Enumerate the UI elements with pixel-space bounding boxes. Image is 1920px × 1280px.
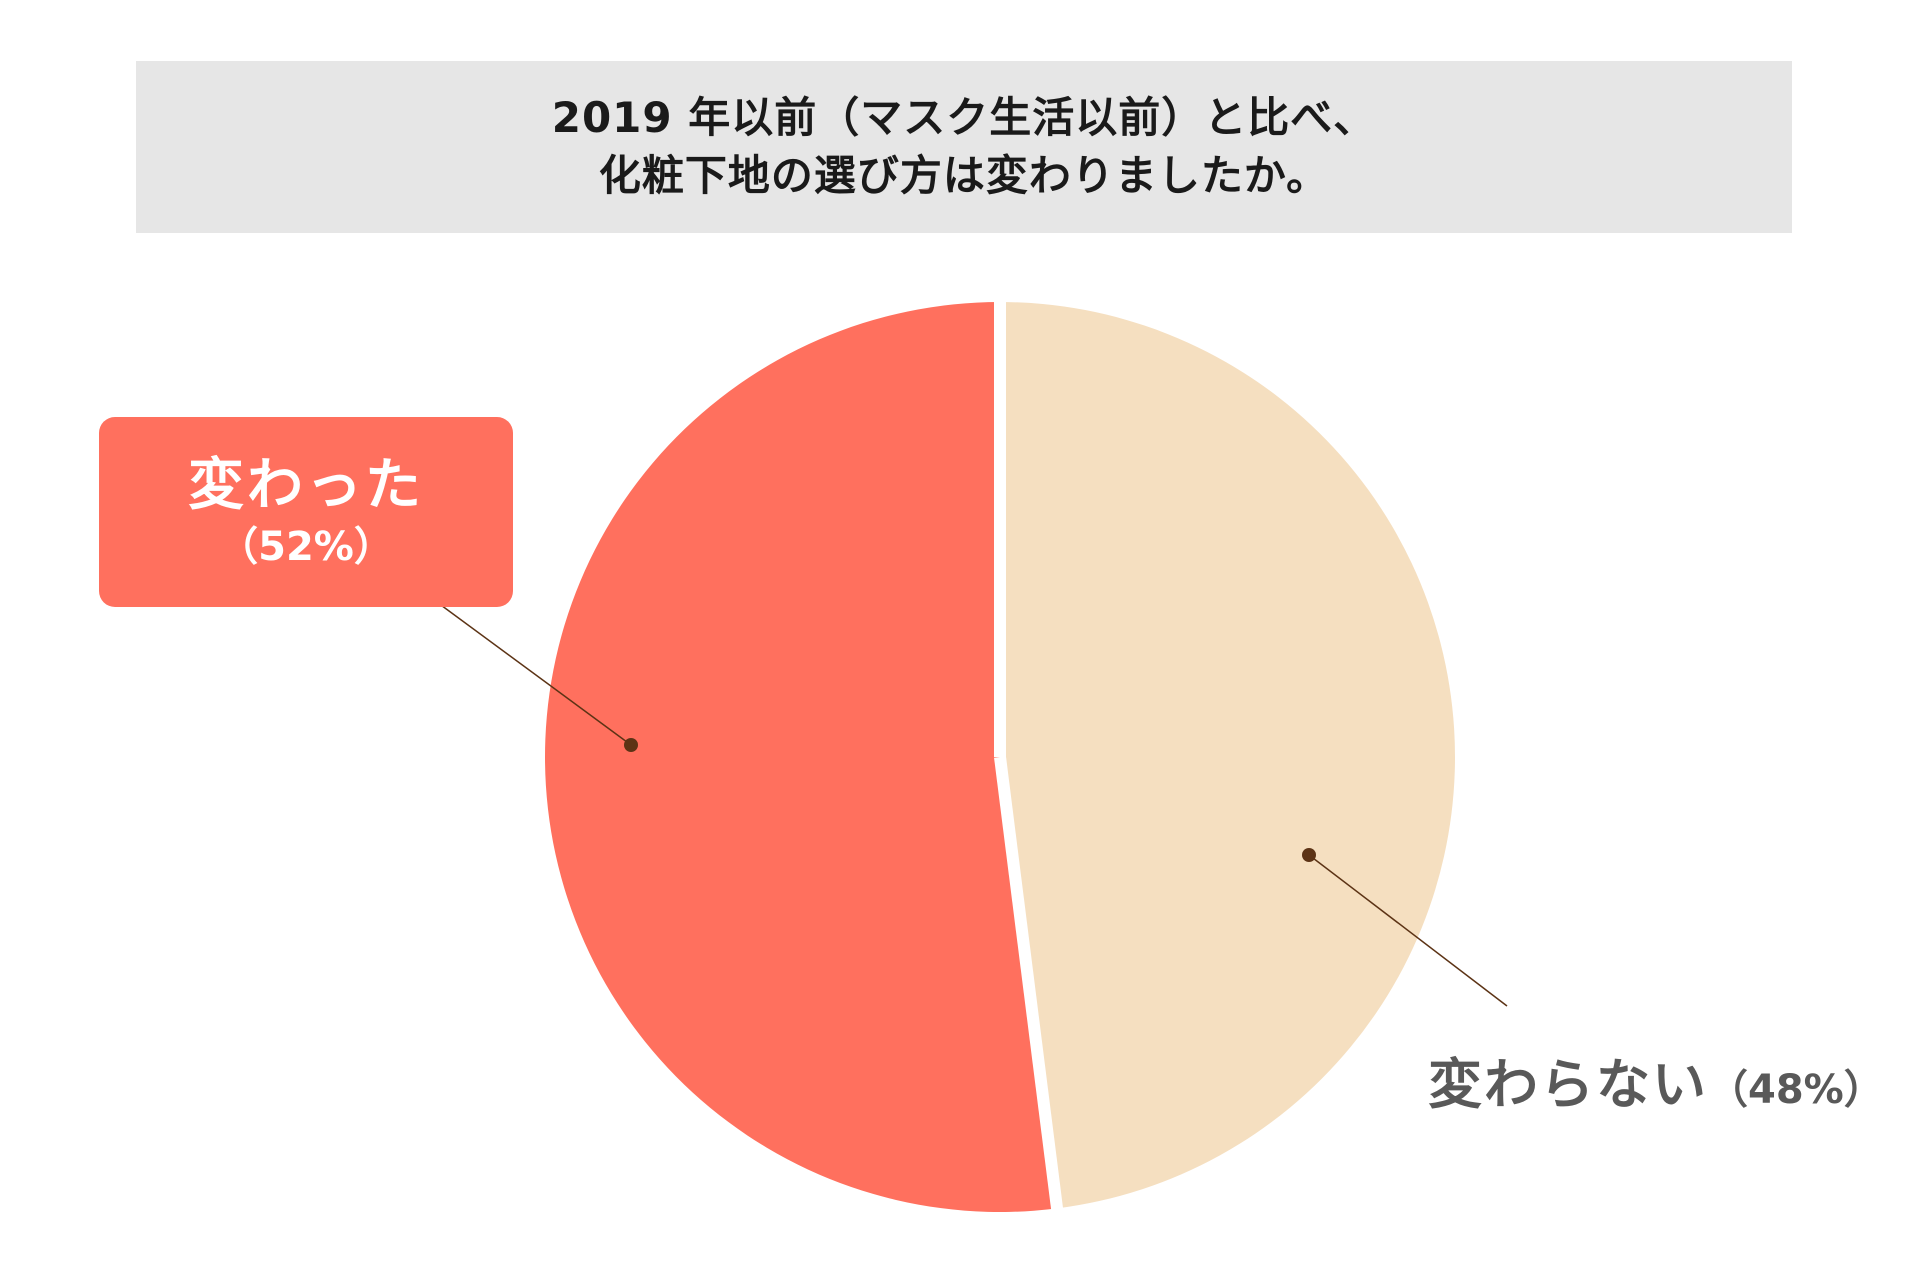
label-unchanged-name: 変わらない: [1428, 1053, 1708, 1116]
label-unchanged-percent: （48%）: [1708, 1067, 1884, 1113]
leader-dot-unchanged: [1302, 848, 1316, 862]
chart-title-box: 2019 年以前（マスク生活以前）と比べ、 化粧下地の選び方は変わりましたか。: [136, 61, 1792, 233]
chart-title-line-2: 化粧下地の選び方は変わりましたか。: [598, 151, 1330, 200]
label-changed-name: 変わった: [188, 453, 424, 518]
label-unchanged: 変わらない （48%）: [1428, 1040, 1884, 1119]
leader-line-unchanged: [1308, 854, 1508, 1007]
slice-separator-2: [994, 756, 1064, 1214]
label-changed-percent: （52%）: [218, 524, 394, 570]
chart-title-line-1: 2019 年以前（マスク生活以前）と比べ、: [551, 93, 1377, 142]
label-box-changed: 変わった （52%）: [99, 417, 513, 607]
leader-dot-changed: [624, 738, 638, 752]
pie-slice-changed: [545, 302, 1058, 1212]
pie-slice-unchanged: [1000, 302, 1456, 1209]
leader-line-changed: [429, 596, 632, 746]
